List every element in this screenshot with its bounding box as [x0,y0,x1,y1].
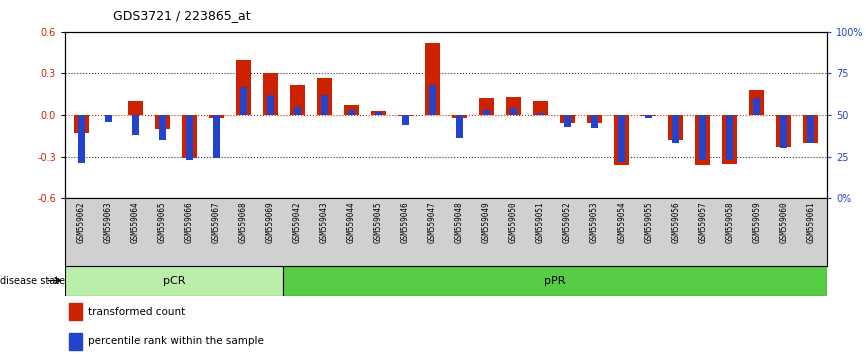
Bar [213,115,220,158]
Text: GSM559054: GSM559054 [617,202,626,243]
Text: GSM559069: GSM559069 [266,202,275,243]
Bar [282,266,827,296]
Bar [727,115,734,160]
Bar [348,110,355,115]
Text: GSM559049: GSM559049 [482,202,491,243]
Text: GSM559043: GSM559043 [320,202,329,243]
Text: GSM559064: GSM559064 [131,202,139,243]
Text: GSM559048: GSM559048 [455,202,464,243]
Bar [695,115,710,165]
Bar [68,333,82,350]
Bar [402,115,409,125]
Text: GSM559044: GSM559044 [347,202,356,243]
Bar [483,110,490,115]
Text: GSM559042: GSM559042 [293,202,302,243]
Bar [236,59,251,115]
Bar [263,74,278,115]
Text: GSM559053: GSM559053 [590,202,599,243]
Text: disease state: disease state [0,275,65,286]
Bar [321,95,327,115]
Bar [429,85,436,115]
Bar [776,115,792,147]
Bar [78,115,85,163]
Text: GSM559063: GSM559063 [104,202,113,243]
Bar [344,105,359,115]
Bar [479,98,494,115]
Text: GSM559060: GSM559060 [779,202,788,243]
Bar [267,95,274,115]
Text: GSM559066: GSM559066 [184,202,194,243]
Bar [74,115,88,133]
Bar [158,115,165,140]
Bar [68,303,82,320]
Bar [506,97,521,115]
Bar [780,115,787,148]
Text: GSM559058: GSM559058 [725,202,734,243]
Text: GSM559046: GSM559046 [401,202,410,243]
Bar [317,78,332,115]
Text: GSM559059: GSM559059 [753,202,761,243]
Bar [641,115,656,116]
Text: pPR: pPR [544,275,565,286]
Bar [753,98,760,115]
Bar [618,115,625,162]
Bar [132,115,139,135]
Text: percentile rank within the sample: percentile rank within the sample [87,336,263,347]
Bar [290,85,305,115]
Bar [560,115,575,124]
Bar [587,115,602,124]
Bar [537,113,544,115]
Text: GSM559068: GSM559068 [239,202,248,243]
Bar [672,115,679,143]
Bar [65,266,282,296]
Bar [425,43,440,115]
Bar [456,115,463,138]
Bar [722,115,737,164]
Text: GDS3721 / 223865_at: GDS3721 / 223865_at [113,9,250,22]
Bar [700,115,706,160]
Text: GSM559052: GSM559052 [563,202,572,243]
Bar [452,115,467,118]
Text: GSM559050: GSM559050 [509,202,518,243]
Text: GSM559065: GSM559065 [158,202,167,243]
Text: GSM559051: GSM559051 [536,202,545,243]
Text: GSM559056: GSM559056 [671,202,680,243]
Bar [209,115,223,118]
Bar [371,111,386,115]
Bar [533,101,548,115]
Bar [186,115,192,160]
Bar [105,115,112,122]
Bar [807,115,814,143]
Bar [749,90,764,115]
Text: GSM559045: GSM559045 [374,202,383,243]
Bar [614,115,629,165]
Bar [375,112,382,115]
Text: GSM559057: GSM559057 [698,202,708,243]
Bar [294,107,301,115]
Bar [182,115,197,158]
Bar [510,108,517,115]
Bar [128,101,143,115]
Bar [669,115,683,140]
Bar [804,115,818,143]
Text: GSM559062: GSM559062 [77,202,86,243]
Text: GSM559047: GSM559047 [428,202,437,243]
Bar [591,115,598,129]
Bar [645,115,652,118]
Text: GSM559055: GSM559055 [644,202,653,243]
Bar [155,115,170,129]
Text: transformed count: transformed count [87,307,185,316]
Text: pCR: pCR [163,275,185,286]
Bar [398,115,413,116]
Text: GSM559067: GSM559067 [212,202,221,243]
Bar [565,115,571,127]
Bar [240,87,247,115]
Text: GSM559061: GSM559061 [806,202,815,243]
